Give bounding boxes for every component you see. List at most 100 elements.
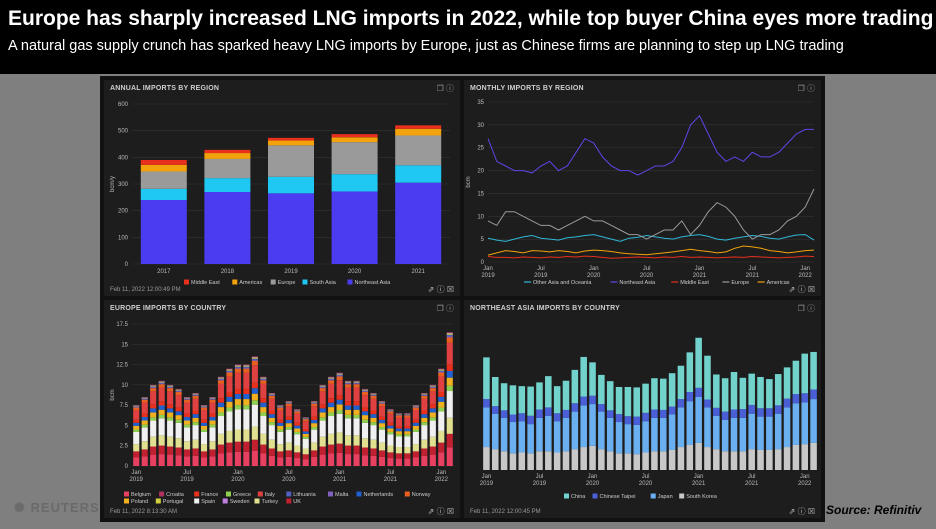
x-tick-label: Jan xyxy=(483,266,493,272)
bar-segment xyxy=(285,423,292,428)
legend-swatch xyxy=(328,491,333,497)
bar-segment xyxy=(285,419,292,424)
x-tick-label: Jan xyxy=(800,474,810,480)
x-tick-year: 2019 xyxy=(130,477,144,483)
bar-segment xyxy=(141,427,148,442)
legend-label: Belgium xyxy=(131,492,151,498)
y-tick-label: 400 xyxy=(118,155,129,161)
bar-segment xyxy=(311,429,318,443)
bar-segment xyxy=(184,398,191,400)
bar-segment xyxy=(141,449,148,457)
window-icon[interactable]: ❐ xyxy=(797,304,805,313)
help-icon[interactable]: ⓘ xyxy=(807,304,815,313)
help-icon[interactable]: ⓘ xyxy=(446,84,454,93)
close-icon[interactable]: ☒ xyxy=(446,285,454,294)
bar-segment xyxy=(370,393,377,395)
bar-segment xyxy=(412,451,419,458)
bar-segment xyxy=(319,391,326,405)
help-icon[interactable]: ⓘ xyxy=(807,84,815,93)
bar-segment xyxy=(446,332,453,333)
bar-segment xyxy=(150,436,157,447)
bar-segment xyxy=(209,399,216,400)
x-tick-year: 2020 xyxy=(586,481,600,487)
bar-segment xyxy=(277,457,284,466)
info-icon[interactable]: ⓘ xyxy=(436,507,445,516)
bar-segment xyxy=(319,388,326,392)
window-icon[interactable]: ❐ xyxy=(436,84,444,93)
legend-label: Japan xyxy=(658,494,673,500)
bar-segment xyxy=(677,447,685,470)
x-tick-year: 2019 xyxy=(480,481,494,487)
bar-segment xyxy=(633,454,641,470)
share-icon[interactable]: ⇗ xyxy=(788,507,796,516)
bar-segment xyxy=(150,454,157,466)
bar-segment xyxy=(234,368,241,373)
bar-segment xyxy=(319,408,326,413)
info-icon[interactable]: ⓘ xyxy=(436,285,445,294)
info-icon[interactable]: ⓘ xyxy=(797,285,806,294)
bar-segment xyxy=(336,376,343,381)
bar-segment xyxy=(260,416,267,434)
info-icon[interactable]: ⓘ xyxy=(797,507,806,516)
bar-segment xyxy=(328,407,335,413)
bar-segment xyxy=(412,422,419,426)
bar-segment xyxy=(251,359,258,361)
bar-segment xyxy=(527,424,534,454)
bar-segment xyxy=(713,415,720,450)
window-icon[interactable]: ❐ xyxy=(436,304,444,313)
legend-swatch xyxy=(232,279,238,285)
bar-segment xyxy=(200,406,208,408)
bar-segment xyxy=(167,385,174,387)
bar-segment xyxy=(801,444,809,470)
share-icon[interactable]: ⇗ xyxy=(788,285,796,294)
bar-segment xyxy=(268,393,275,395)
bar-segment xyxy=(353,383,360,385)
bar-segment xyxy=(404,453,411,459)
close-icon[interactable]: ☒ xyxy=(807,285,815,294)
share-icon[interactable]: ⇗ xyxy=(427,285,435,294)
bar-segment xyxy=(319,385,326,387)
bar-segment xyxy=(527,386,534,416)
bar-segment xyxy=(209,427,216,442)
bar-segment xyxy=(438,369,445,371)
bar-segment xyxy=(175,389,182,391)
bar-segment xyxy=(285,402,292,404)
y-tick-label: 300 xyxy=(118,182,129,188)
bar-segment xyxy=(319,386,326,388)
bar-segment xyxy=(217,398,225,403)
bar-segment xyxy=(285,406,292,417)
window-icon[interactable]: ❐ xyxy=(797,84,805,93)
bar-segment xyxy=(606,451,614,470)
bar-segment xyxy=(328,398,335,403)
bar-segment xyxy=(260,377,267,379)
bar-segment xyxy=(184,449,191,457)
bar-segment xyxy=(353,381,360,383)
close-icon[interactable]: ☒ xyxy=(807,507,815,516)
y-tick-label: 600 xyxy=(118,102,129,108)
bar-segment xyxy=(500,410,508,418)
bar-segment xyxy=(421,439,428,449)
legend-label: Greece xyxy=(233,492,251,498)
bar-segment xyxy=(133,410,140,420)
close-icon[interactable]: ☒ xyxy=(446,507,454,516)
bar-segment xyxy=(361,391,369,396)
bar-segment xyxy=(536,417,543,452)
bar-segment xyxy=(624,453,632,470)
bar-segment xyxy=(209,420,216,425)
help-icon[interactable]: ⓘ xyxy=(446,304,454,313)
bar-segment xyxy=(387,452,394,459)
bar-segment xyxy=(294,445,301,453)
bar-segment xyxy=(429,420,436,437)
bar-segment xyxy=(285,456,292,466)
bar-segment xyxy=(412,406,419,408)
bar-segment xyxy=(311,423,318,428)
bar-segment xyxy=(331,142,378,175)
bar-segment xyxy=(633,387,641,417)
share-icon[interactable]: ⇗ xyxy=(427,507,435,516)
bar-segment xyxy=(251,356,258,358)
bar-segment xyxy=(302,431,309,434)
bar-segment xyxy=(361,438,369,448)
bar-segment xyxy=(395,415,402,418)
bar-segment xyxy=(192,393,199,395)
series-line xyxy=(487,255,815,259)
